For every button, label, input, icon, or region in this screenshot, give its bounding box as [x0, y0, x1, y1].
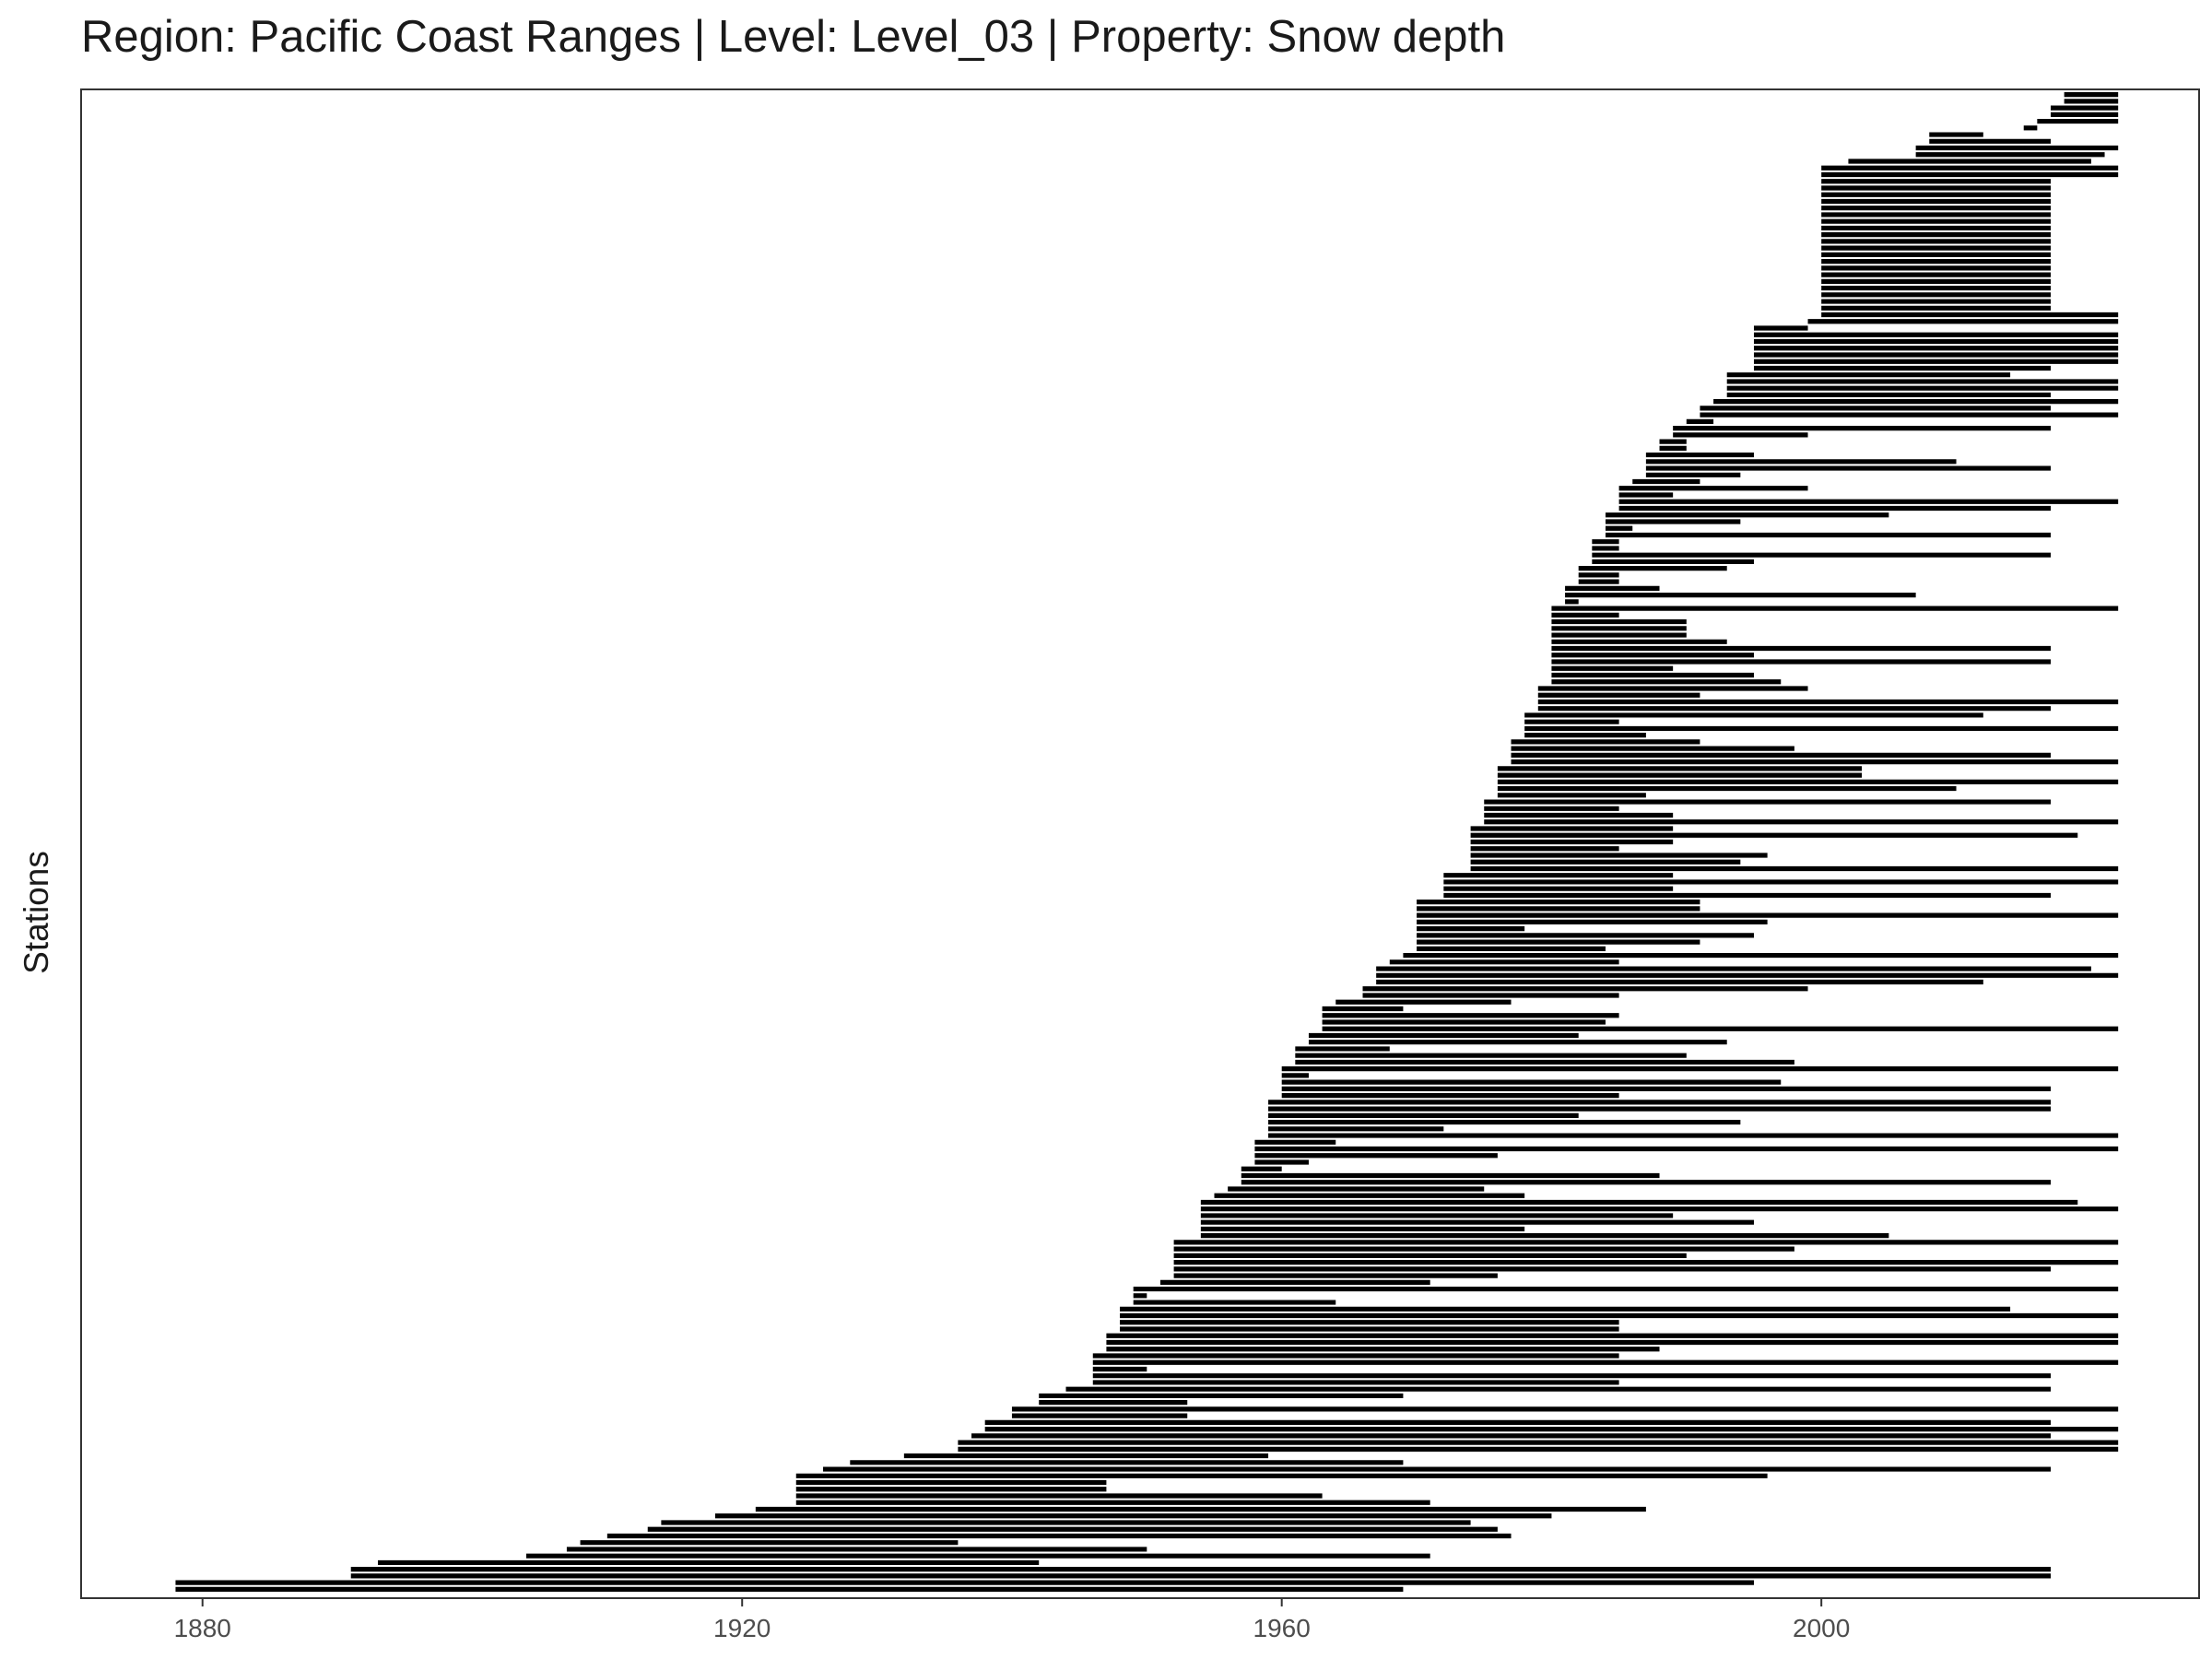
x-tick-label: 1960: [1253, 1614, 1311, 1642]
x-tick-label: 2000: [1793, 1614, 1850, 1642]
x-axis: 1880 1920 1960 2000: [174, 1598, 1850, 1642]
plot-panel-border: [80, 88, 2200, 1599]
x-tick-label: 1920: [713, 1614, 771, 1642]
x-tick-label: 1880: [174, 1614, 231, 1642]
chart-title: Region: Pacific Coast Ranges | Level: Le…: [81, 12, 1506, 62]
station-record-bars: [175, 92, 2119, 1592]
